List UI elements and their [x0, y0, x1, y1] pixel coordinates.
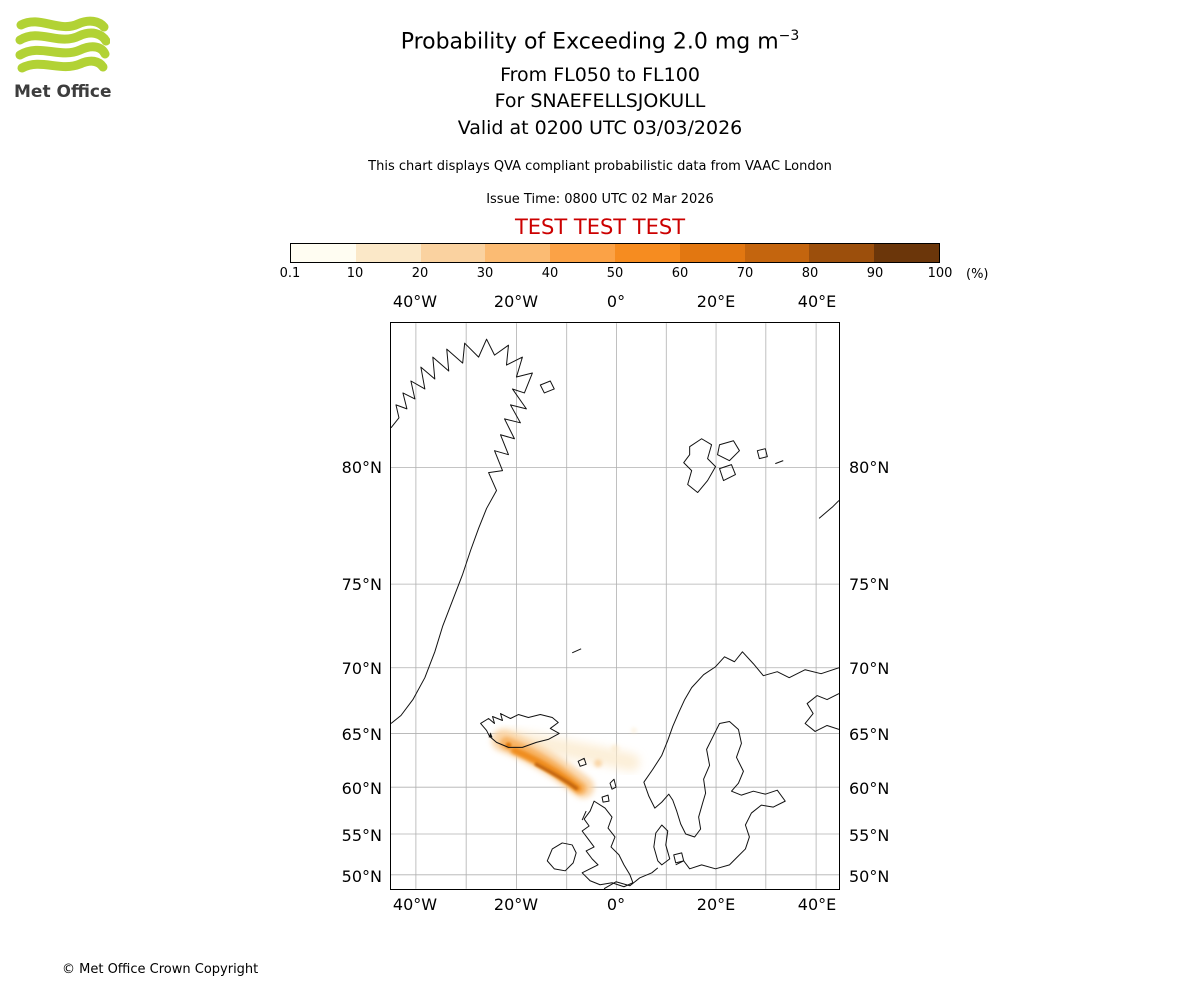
colorbar: 0.1 10 20 30 40 50 60 70 80 90 100 (%)	[280, 243, 990, 284]
subtitle-valid-time: Valid at 0200 UTC 03/03/2026	[457, 117, 743, 139]
colorbar-segment	[809, 244, 875, 262]
colorbar-tick: 0.1	[279, 266, 301, 281]
ash-plume	[491, 727, 640, 799]
lat-label-left: 75°N	[341, 575, 382, 594]
lon-label-top: 40°E	[797, 292, 837, 311]
lat-label-left: 50°N	[341, 867, 382, 886]
subtitle-flight-levels: From FL050 to FL100	[500, 64, 700, 86]
lon-label-bottom: 0°	[606, 895, 626, 914]
lat-label-right: 80°N	[849, 458, 890, 477]
colorbar-tick: 60	[671, 266, 689, 281]
page-title: Probability of Exceeding 2.0 mg m−3	[0, 28, 1200, 54]
lon-label-bottom: 40°W	[392, 895, 438, 914]
colorbar-tick: 10	[346, 266, 364, 281]
issue-time: Issue Time: 0800 UTC 02 Mar 2026	[486, 192, 714, 207]
lat-label-right: 65°N	[849, 725, 890, 744]
lon-label-bottom: 20°W	[493, 895, 539, 914]
qva-note: This chart displays QVA compliant probab…	[368, 159, 832, 174]
lat-label-left: 70°N	[341, 659, 382, 678]
colorbar-tick: 20	[411, 266, 429, 281]
colorbar-segments	[290, 243, 940, 263]
colorbar-unit: (%)	[966, 267, 989, 282]
colorbar-ticks: 0.1 10 20 30 40 50 60 70 80 90 100	[280, 266, 990, 284]
lon-label-top: 20°E	[696, 292, 736, 311]
lon-label-bottom: 40°E	[797, 895, 837, 914]
graticule-lines	[391, 323, 839, 889]
colorbar-segment	[420, 244, 486, 262]
lat-label-right: 55°N	[849, 826, 890, 845]
lon-label-bottom: 20°E	[696, 895, 736, 914]
colorbar-tick: 80	[801, 266, 819, 281]
colorbar-segment	[874, 244, 939, 262]
colorbar-segment	[614, 244, 680, 262]
met-office-logo-text: Met Office	[14, 82, 112, 102]
colorbar-tick: 70	[736, 266, 754, 281]
lat-label-right: 50°N	[849, 867, 890, 886]
title-exponent: −3	[778, 28, 800, 44]
lon-label-top: 20°W	[493, 292, 539, 311]
lat-label-right: 70°N	[849, 659, 890, 678]
colorbar-tick: 40	[541, 266, 559, 281]
colorbar-segment	[679, 244, 745, 262]
lat-label-left: 60°N	[341, 779, 382, 798]
lat-label-left: 80°N	[341, 458, 382, 477]
coastlines	[391, 338, 839, 889]
lat-label-left: 55°N	[341, 826, 382, 845]
subtitle-volcano: For SNAEFELLSJOKULL	[494, 90, 706, 112]
test-banner: TEST TEST TEST	[514, 215, 686, 239]
colorbar-segment	[291, 244, 356, 262]
lat-label-right: 75°N	[849, 575, 890, 594]
lat-label-left: 65°N	[341, 725, 382, 744]
map-svg	[391, 323, 839, 889]
colorbar-tick: 90	[866, 266, 884, 281]
copyright-text: © Met Office Crown Copyright	[62, 962, 259, 977]
colorbar-segment	[744, 244, 810, 262]
colorbar-segment	[550, 244, 615, 262]
colorbar-tick: 100	[927, 266, 953, 281]
colorbar-tick: 30	[476, 266, 494, 281]
lon-label-top: 40°W	[392, 292, 438, 311]
colorbar-segment	[485, 244, 551, 262]
lat-label-right: 60°N	[849, 779, 890, 798]
colorbar-tick: 50	[606, 266, 624, 281]
met-office-logo-icon	[15, 16, 111, 73]
met-office-logo: Met Office	[14, 16, 124, 102]
map-panel	[390, 322, 840, 890]
title-text: Probability of Exceeding 2.0 mg m	[400, 29, 779, 55]
colorbar-segment	[355, 244, 421, 262]
lon-label-top: 0°	[606, 292, 626, 311]
